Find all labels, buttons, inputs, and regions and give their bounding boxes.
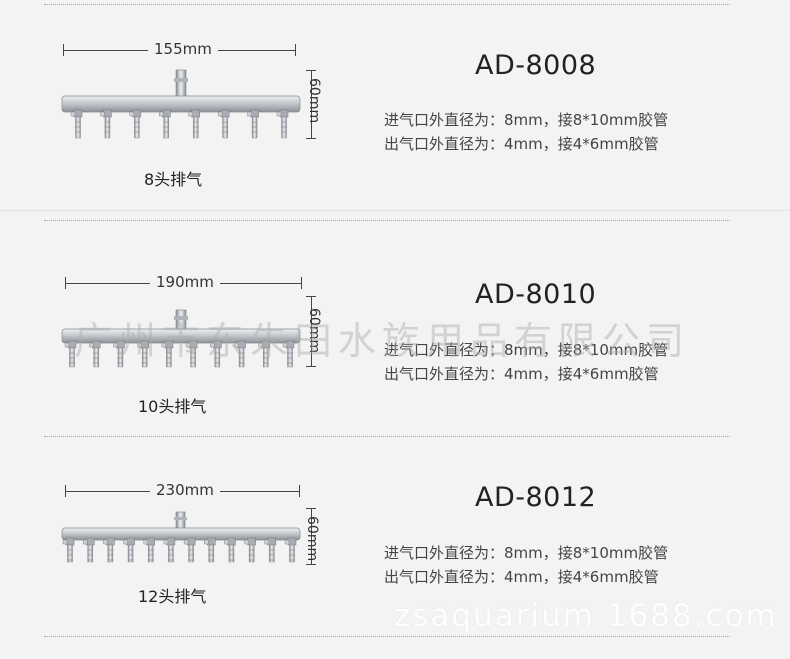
spec-inlet: 进气口外直径为：8mm，接8*10mm胶管: [384, 341, 669, 359]
spec-inlet: 进气口外直径为：8mm，接8*10mm胶管: [384, 111, 669, 129]
manifold-image-8: [61, 69, 301, 139]
spec-inlet: 进气口外直径为：8mm，接8*10mm胶管: [384, 544, 669, 562]
spec-outlet: 出气口外直径为：4mm，接4*6mm胶管: [384, 568, 659, 586]
outlet-nipple: [143, 537, 155, 563]
outlet-nipple: [188, 109, 200, 139]
outlet-nipple: [123, 537, 135, 563]
height-dim-cap-bottom: [306, 564, 316, 565]
model-number: AD-8008: [475, 50, 597, 81]
section-separator: [0, 210, 790, 211]
outlet-nipple: [284, 537, 297, 563]
dotted-divider: [44, 436, 730, 437]
product-section-2: 190mm 60mm AD-8010 进气口外直径为：8mm，接8*10mm胶管…: [61, 273, 669, 416]
outlet-nipple: [210, 340, 222, 368]
outlet-count-caption: 8头排气: [144, 170, 203, 189]
outlet-nipple: [217, 109, 230, 139]
height-dim-cap-bottom: [306, 366, 316, 367]
site-watermark: zsaquarium.1688.com: [394, 598, 778, 634]
height-dim-label: 60mm: [304, 516, 320, 562]
outlet-nipple: [264, 537, 277, 563]
outlet-nipple: [82, 537, 95, 563]
width-dim-label: 155mm: [148, 40, 218, 58]
outlet-nipple: [258, 340, 271, 368]
outlet-nipple: [276, 109, 289, 139]
spec-outlet: 出气口外直径为：4mm，接4*6mm胶管: [384, 135, 659, 153]
company-watermark: 广州市东朱田水族用品有限公司: [74, 319, 691, 363]
product-section-1: 155mm 60mm AD-8008 进气口外直径为：8mm，接8*10mm胶管…: [0, 0, 790, 210]
outlet-nipple: [100, 109, 112, 139]
outlet-nipple: [244, 537, 256, 563]
dotted-divider: [44, 636, 730, 637]
width-dim-label: 230mm: [150, 481, 220, 499]
outlet-nipple: [204, 537, 216, 563]
model-number: AD-8012: [475, 482, 597, 513]
manifold-image-10: [61, 309, 301, 368]
outlet-nipple: [89, 340, 101, 368]
width-dim-cap-right: [301, 277, 302, 289]
width-dim-label: 190mm: [150, 273, 220, 291]
outlet-nipple: [282, 340, 295, 368]
top-divider: [44, 4, 730, 5]
height-dim-line: [311, 296, 312, 366]
height-dim-line: [311, 70, 312, 138]
width-dim-cap-right: [295, 44, 296, 56]
outlet-nipple: [163, 537, 176, 563]
height-dim-line: [311, 508, 312, 564]
outlet-nipple: [234, 340, 246, 368]
dotted-divider: [44, 220, 730, 221]
model-number: AD-8010: [475, 279, 597, 310]
spec-outlet: 出气口外直径为：4mm，接4*6mm胶管: [384, 365, 659, 383]
outlet-nipple: [185, 340, 198, 368]
outlet-nipple: [129, 109, 142, 139]
outlet-count-caption: 10头排气: [138, 397, 207, 416]
outlet-nipple: [137, 340, 149, 368]
outlet-count-caption: 12头排气: [138, 587, 207, 606]
manifold-image-12: [61, 511, 301, 563]
outlet-nipple: [161, 340, 174, 368]
width-dim-cap-right: [299, 485, 300, 497]
outlet-nipple: [64, 340, 77, 368]
outlet-nipple: [159, 109, 171, 139]
outlet-nipple: [62, 537, 75, 563]
outlet-nipple: [103, 537, 115, 563]
outlet-nipple: [224, 537, 236, 563]
outlet-nipple: [70, 109, 83, 139]
outlet-nipple: [247, 109, 259, 139]
height-dim-cap-bottom: [306, 138, 316, 139]
outlet-nipple: [113, 340, 125, 368]
outlet-nipple: [183, 537, 196, 563]
